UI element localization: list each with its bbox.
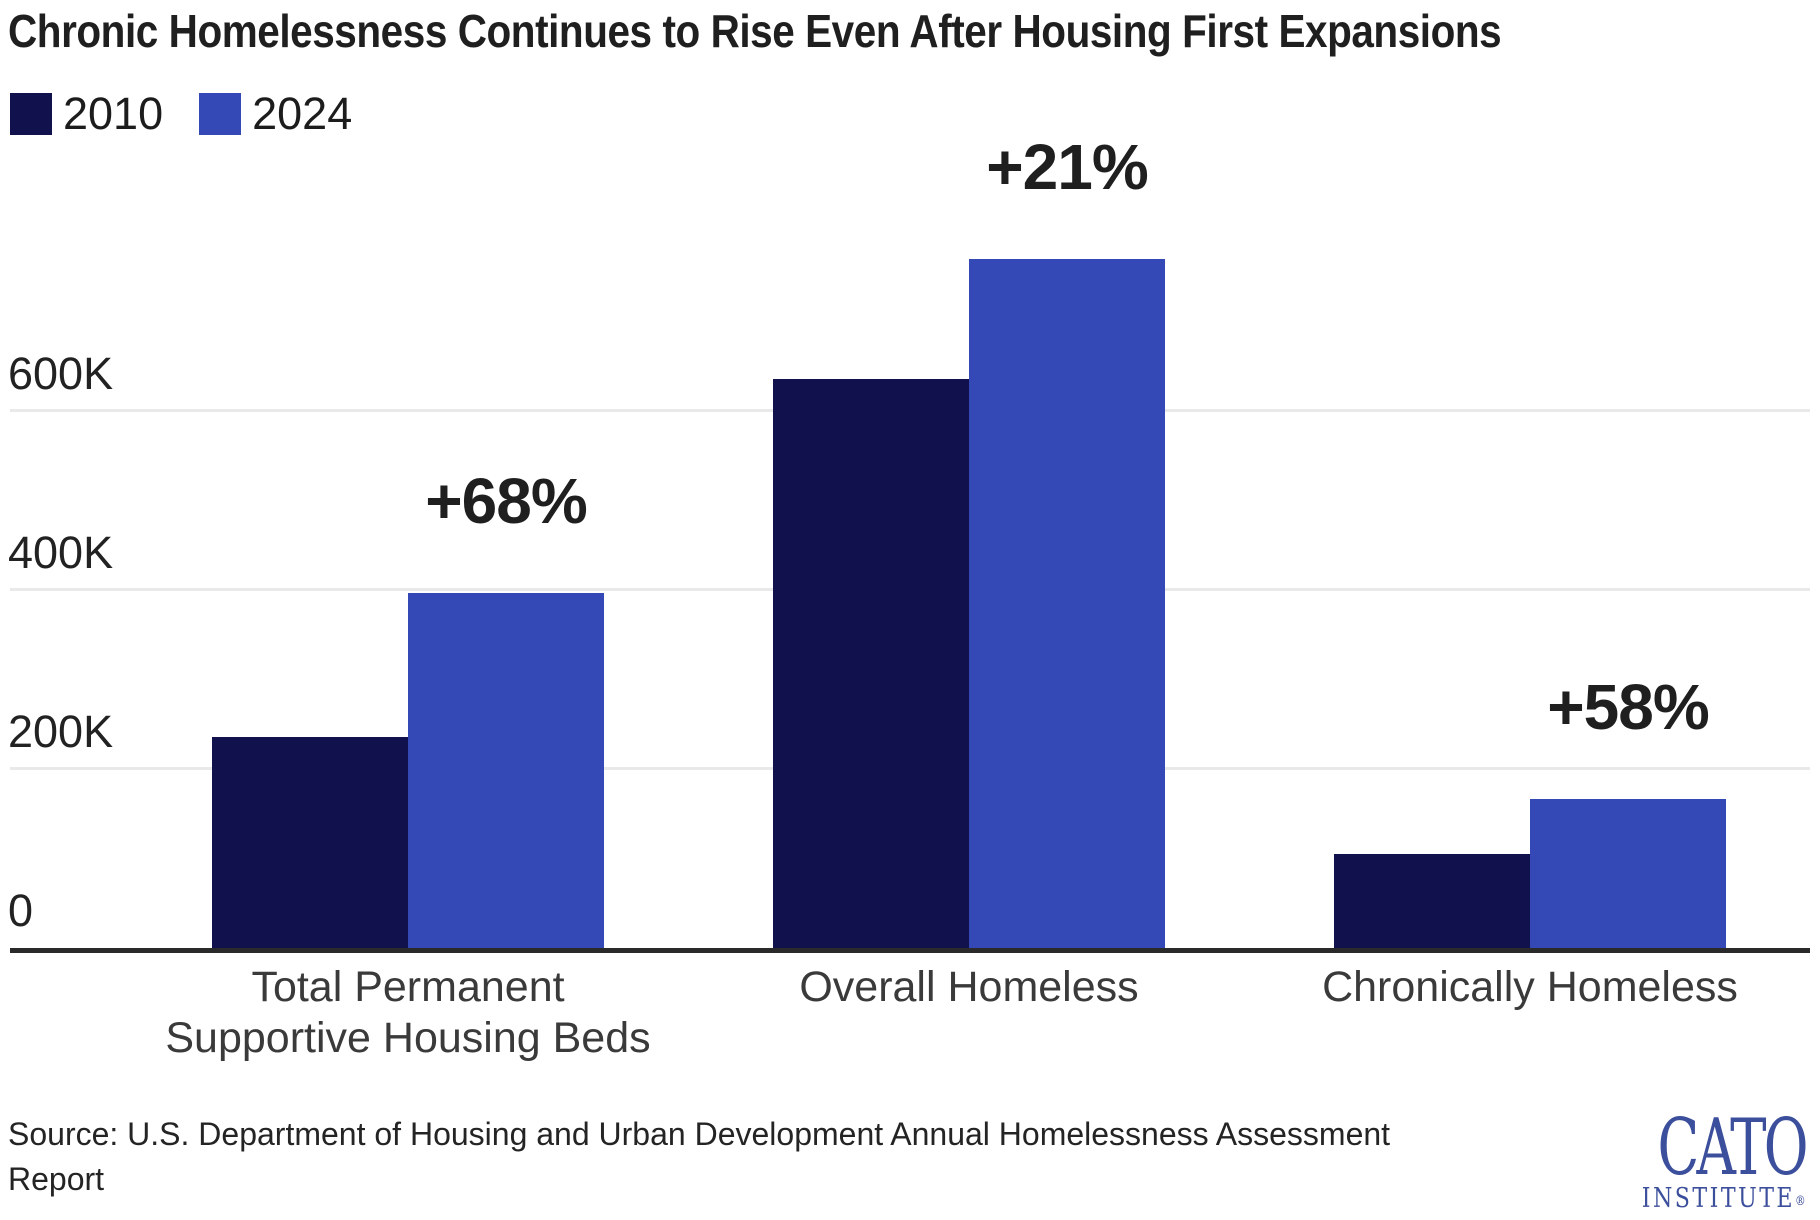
y-tick-label-200k: 200K	[8, 706, 114, 757]
cato-wordmark: CATO	[1657, 1103, 1809, 1193]
bar-2010-group2	[773, 379, 969, 949]
pct-annotation-group1: +68%	[425, 464, 587, 537]
registered-mark: ®	[1795, 1194, 1806, 1209]
pct-annotation-group2: +21%	[986, 130, 1148, 203]
bar-2024-group1	[408, 593, 604, 949]
bar-2024-group3	[1530, 799, 1726, 949]
institute-label: INSTITUTE	[1642, 1183, 1796, 1214]
cato-institute-text: INSTITUTE®	[1632, 1185, 1806, 1215]
chart-legend: 2010 2024	[10, 88, 353, 139]
y-tick-label-400k: 400K	[8, 527, 114, 578]
bar-2010-group3	[1334, 854, 1530, 949]
legend-label-2024: 2024	[252, 88, 353, 139]
legend-swatch-2010	[10, 93, 52, 135]
legend-item-2010: 2010	[10, 88, 164, 139]
legend-swatch-2024	[199, 93, 242, 135]
bar-2010-group1	[212, 737, 408, 949]
x-axis-line	[10, 948, 1810, 953]
cato-logo: CATO INSTITUTE®	[1594, 1103, 1809, 1215]
x-category-label-2: Overall Homeless	[799, 963, 1139, 1011]
bar-2024-group2	[969, 259, 1165, 949]
y-tick-label-0: 0	[8, 885, 34, 936]
legend-item-2024: 2024	[199, 88, 353, 139]
x-category-label-1: Total Permanent Supportive Housing Beds	[165, 963, 651, 1062]
x-category-label-3: Chronically Homeless	[1322, 963, 1738, 1011]
source-note: Source: U.S. Department of Housing and U…	[8, 1116, 1391, 1197]
y-tick-label-600k: 600K	[8, 348, 114, 399]
plot-area: 0 200K 400K 600K +68% +21% +58%	[8, 131, 1810, 949]
pct-annotation-group3: +58%	[1547, 670, 1709, 743]
chart-title: Chronic Homelessness Continues to Rise E…	[8, 5, 1502, 57]
legend-label-2010: 2010	[63, 88, 164, 139]
